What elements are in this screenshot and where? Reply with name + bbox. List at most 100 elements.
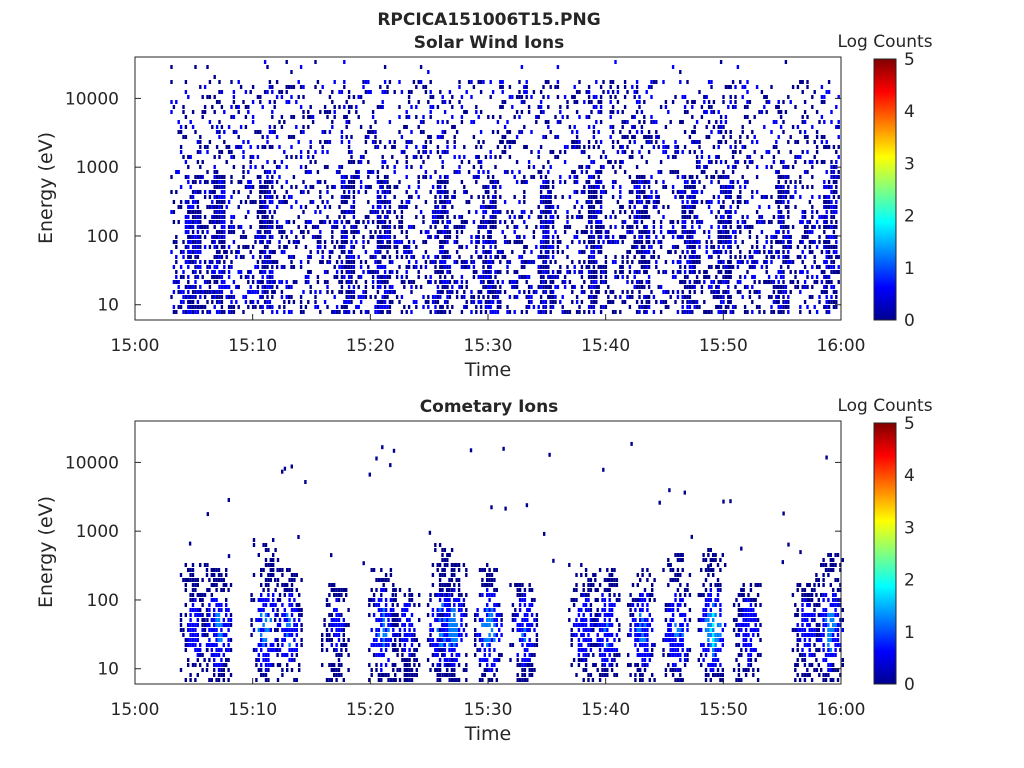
heatmap-cell [460,105,464,109]
heatmap-cell [275,285,279,289]
heatmap-cell [263,235,267,239]
heatmap-cell [609,85,612,89]
heatmap-cell [293,648,296,652]
heatmap-cell [631,190,634,194]
heatmap-cell [227,668,230,672]
heatmap-cell [196,225,200,229]
heatmap-cell [707,100,711,104]
heatmap-cell [542,255,545,259]
heatmap-cell [232,130,236,134]
heatmap-cell [290,628,294,632]
heatmap-cell [274,548,277,552]
heatmap-cell [439,265,442,269]
heatmap-cell [201,305,204,309]
heatmap-cell [477,170,480,174]
heatmap-cell [223,200,226,204]
heatmap-cell [736,205,740,209]
heatmap-cell [251,85,255,89]
heatmap-cell [679,190,682,194]
heatmap-cell [789,240,792,244]
heatmap-cell [242,165,245,169]
heatmap-cell [729,275,732,279]
heatmap-cell [491,310,495,314]
heatmap-cell [719,130,723,134]
heatmap-cell [796,245,800,249]
heatmap-cell [801,120,804,124]
heatmap-cell [232,240,236,244]
heatmap-cell [343,80,346,84]
heatmap-cell [571,290,574,294]
heatmap-cell [602,90,605,94]
heatmap-cell [274,618,277,622]
heatmap-cell [614,260,617,264]
heatmap-cell [535,290,538,294]
heatmap-cell [729,300,732,304]
heatmap-cell [261,135,264,139]
heatmap-cell [523,100,526,104]
heatmap-cell [359,160,363,164]
heatmap-cell [698,255,701,259]
heatmap-cell [292,280,296,284]
heatmap-cell [479,305,483,309]
heatmap-cell [199,225,202,229]
heatmap-cell [213,220,216,224]
heatmap-cell [208,245,212,249]
heatmap-cell [578,240,581,244]
heatmap-cell [196,653,199,657]
heatmap-cell [278,90,281,94]
heatmap-cell [208,205,212,209]
heatmap-cell [276,598,280,602]
heatmap-cell [267,628,270,632]
heatmap-cell [619,310,622,314]
heatmap-cell [499,140,502,144]
heatmap-cell [453,145,456,149]
heatmap-cell [388,220,392,224]
heatmap-cell [463,145,466,149]
heatmap-cell [679,280,682,284]
heatmap-cell [794,185,797,189]
heatmap-cell [405,155,408,159]
heatmap-cell [362,270,365,274]
heatmap-cell [707,105,711,109]
heatmap-cell [175,275,178,279]
heatmap-cell [623,105,627,109]
heatmap-cell [335,170,339,174]
heatmap-cell [187,220,190,224]
heatmap-cell [501,80,504,84]
heatmap-cell [266,160,269,164]
heatmap-cell [611,110,615,114]
heatmap-cell [242,245,245,249]
heatmap-cell [439,195,442,199]
heatmap-cell [429,280,432,284]
heatmap-cell [650,95,653,99]
heatmap-cell [683,105,687,109]
heatmap-cell [225,633,228,637]
heatmap-cell [218,275,221,279]
heatmap-cell [611,260,615,264]
heatmap-cell [580,270,584,274]
heatmap-cell [194,245,197,249]
heatmap-cell [674,275,677,279]
heatmap-cell [559,105,562,109]
heatmap-cell [489,275,492,279]
heatmap-cell [595,230,598,234]
heatmap-cell [599,110,603,114]
heatmap-cell [182,135,185,139]
heatmap-cell [179,145,183,149]
heatmap-cell [386,275,389,279]
heatmap-cell [736,260,740,264]
heatmap-cell [722,225,725,229]
heatmap-cell [230,220,233,224]
heatmap-cell [179,265,183,269]
heatmap-cell [199,663,202,667]
heatmap-cell [199,140,202,144]
heatmap-cell [395,245,399,249]
heatmap-cell [215,250,219,254]
heatmap-cell [638,285,641,289]
heatmap-cell [458,215,461,219]
heatmap-cell [561,115,564,119]
heatmap-cell [501,250,504,254]
heatmap-cell [177,305,180,309]
heatmap-cell [309,115,312,119]
heatmap-cell [302,190,305,194]
